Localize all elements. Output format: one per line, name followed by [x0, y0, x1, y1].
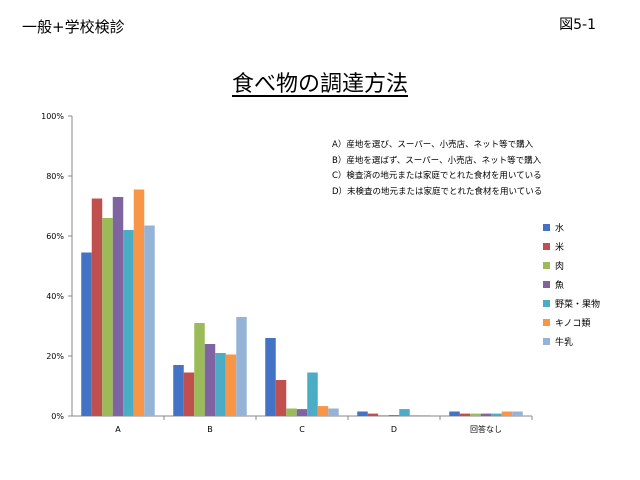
bar-4-5 — [501, 411, 513, 416]
bar-4-4 — [491, 413, 502, 416]
y-tick-label: 60% — [46, 232, 64, 241]
category-notes: A）産地を選び、スーパー、小売店、ネット等で購入 B）産地を選ばず、スーパー、小… — [332, 138, 542, 200]
bar-2-6 — [328, 408, 339, 416]
bar-3-0 — [357, 411, 368, 416]
x-tick-label: 回答なし — [470, 424, 502, 434]
bar-2-5 — [317, 406, 329, 416]
x-tick-label: B — [207, 425, 213, 434]
bar-3-6 — [420, 415, 431, 416]
bar-0-3 — [112, 197, 124, 416]
bar-4-1 — [459, 413, 471, 416]
bar-1-4 — [215, 353, 226, 416]
x-tick-label: D — [391, 425, 397, 434]
legend-label: 野菜・果物 — [555, 300, 601, 310]
legend-label: 魚 — [555, 281, 565, 291]
y-tick-label: 20% — [46, 352, 64, 361]
bar-2-3 — [296, 409, 308, 416]
bar-1-6 — [236, 317, 247, 416]
legend-label: 水 — [555, 224, 565, 234]
legend-label: 牛乳 — [555, 338, 574, 348]
bar-1-3 — [204, 344, 216, 416]
note-d: D）未検査の地元または家庭でとれた食材を用いている — [332, 186, 543, 197]
legend-item: 水 — [543, 218, 600, 237]
bar-3-5 — [409, 415, 421, 416]
legend-swatch — [543, 281, 550, 288]
y-tick-label: 40% — [46, 292, 64, 301]
legend-item: 肉 — [543, 256, 600, 275]
bar-3-3 — [388, 415, 400, 416]
y-tick-label: 80% — [46, 172, 64, 181]
legend-swatch — [543, 262, 550, 269]
bar-2-0 — [265, 338, 276, 416]
bar-2-1 — [275, 380, 287, 416]
y-tick-label: 0% — [51, 412, 64, 421]
x-tick-label: A — [115, 425, 121, 434]
bar-4-6 — [512, 411, 523, 416]
bar-3-1 — [367, 413, 379, 416]
note-a: A）産地を選び、スーパー、小売店、ネット等で購入 — [332, 140, 534, 150]
x-tick-label: C — [299, 425, 305, 434]
legend-label: 米 — [555, 243, 565, 253]
bar-1-2 — [194, 323, 205, 416]
bar-0-1 — [91, 198, 103, 416]
y-tick-label: 100% — [41, 112, 64, 121]
legend-swatch — [543, 300, 550, 307]
bar-1-5 — [225, 354, 237, 416]
chart-title: 食べ物の調達方法 — [231, 72, 408, 97]
bar-0-4 — [123, 230, 134, 416]
bar-0-5 — [133, 189, 145, 416]
bar-3-4 — [399, 409, 410, 416]
chart-legend: 水米肉魚野菜・果物キノコ類牛乳 — [543, 218, 600, 351]
legend-item: 魚 — [543, 275, 600, 294]
legend-item: 野菜・果物 — [543, 294, 600, 313]
bar-0-6 — [144, 225, 155, 416]
bar-4-0 — [449, 411, 460, 416]
legend-label: 肉 — [555, 262, 565, 272]
figure-number: 図5-1 — [559, 17, 596, 33]
legend-item: 牛乳 — [543, 332, 600, 351]
bar-1-1 — [183, 372, 195, 416]
legend-swatch — [543, 243, 550, 250]
note-b: B）産地を選ばず、スーパー、小売店、ネット等で購入 — [332, 155, 542, 166]
bar-3-2 — [378, 415, 389, 416]
bar-2-2 — [286, 408, 297, 416]
legend-label: キノコ類 — [555, 319, 591, 329]
legend-swatch — [543, 224, 550, 231]
legend-item: 米 — [543, 237, 600, 256]
bar-4-2 — [470, 413, 481, 416]
legend-item: キノコ類 — [543, 313, 600, 332]
bar-0-0 — [81, 252, 92, 416]
bar-4-3 — [480, 413, 492, 416]
section-label: 一般+学校検診 — [22, 18, 125, 36]
note-c: C）検査済の地元または家庭でとれた食材を用いている — [332, 171, 542, 181]
bar-2-4 — [307, 372, 318, 416]
bar-1-0 — [173, 365, 184, 416]
legend-swatch — [543, 319, 550, 326]
legend-swatch — [543, 338, 550, 345]
bar-0-2 — [102, 218, 113, 416]
